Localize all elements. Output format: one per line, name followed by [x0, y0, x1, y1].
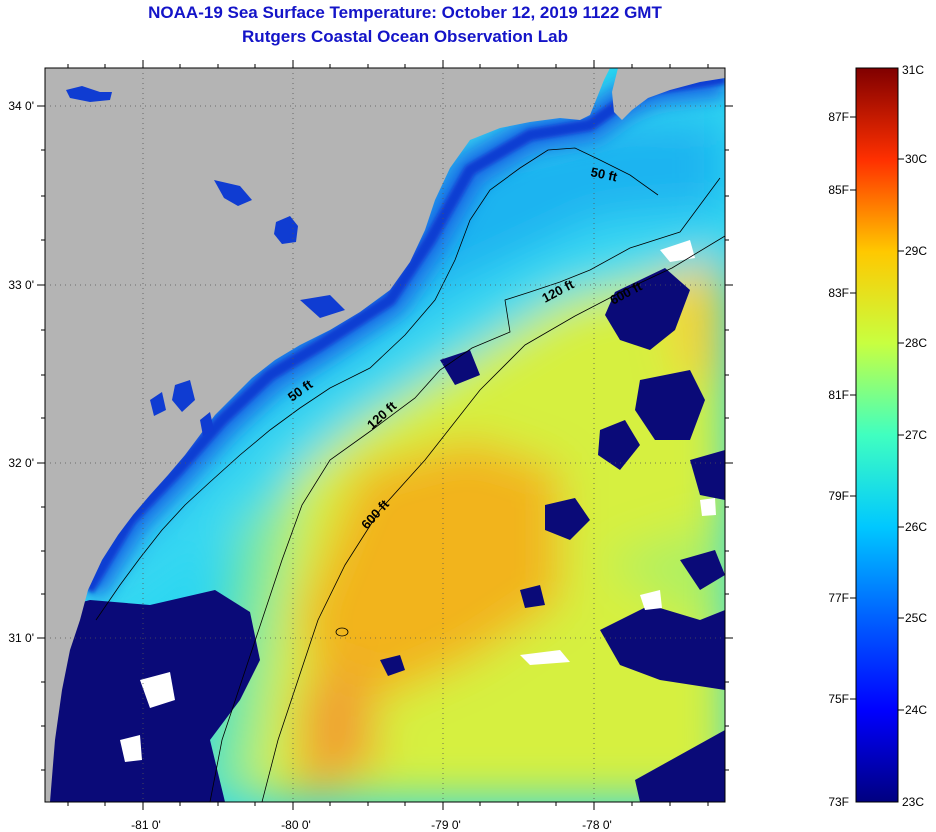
- lon-label-79: -79 0': [431, 818, 461, 832]
- f-label-73: 73F: [828, 795, 849, 809]
- colorbar: 87F 85F 83F 81F 79F 77F 75F 73F 31C 30C …: [828, 63, 927, 809]
- land-mass: [45, 68, 610, 802]
- lat-label-34: 34 0': [8, 99, 34, 113]
- celsius-labels: 31C 30C 29C 28C 27C 26C 25C 24C 23C: [902, 63, 927, 809]
- longitude-labels: -81 0' -80 0' -79 0' -78 0': [131, 818, 612, 832]
- cloud-mask: [45, 268, 725, 802]
- f-label-83: 83F: [828, 286, 849, 300]
- colorbar-scale: [855, 67, 899, 803]
- f-label-75: 75F: [828, 692, 849, 706]
- lon-label-78: -78 0': [582, 818, 612, 832]
- c-label-27: 27C: [905, 428, 927, 442]
- bathymetry-contours: [95, 147, 725, 802]
- lat-label-32: 32 0': [8, 456, 34, 470]
- tick-marks: [37, 60, 733, 810]
- cape-fear-land: [612, 68, 725, 120]
- f-label-87: 87F: [828, 110, 849, 124]
- c-label-23: 23C: [902, 795, 924, 809]
- fahrenheit-labels: 87F 85F 83F 81F 79F 77F 75F 73F: [828, 110, 849, 809]
- map-frame: [44, 67, 726, 803]
- c-label-28: 28C: [905, 336, 927, 350]
- graticule: [45, 68, 725, 802]
- c-label-31: 31C: [902, 63, 924, 77]
- contour-50ft: [95, 147, 659, 621]
- no-data-patches: [120, 240, 716, 762]
- c-label-30: 30C: [905, 152, 927, 166]
- contour-label-50ft-north: 50 ft: [589, 164, 619, 184]
- c-label-29: 29C: [905, 244, 927, 258]
- f-label-85: 85F: [828, 183, 849, 197]
- inland-waters: [66, 86, 345, 436]
- contour-600ft: [261, 235, 725, 802]
- page-title: NOAA-19 Sea Surface Temperature: October…: [148, 3, 662, 22]
- colorbar-ticks: [850, 116, 904, 711]
- lat-label-31: 31 0': [8, 631, 34, 645]
- f-label-77: 77F: [828, 591, 849, 605]
- f-label-81: 81F: [828, 388, 849, 402]
- contour-120ft: [209, 177, 721, 802]
- c-label-24: 24C: [905, 703, 927, 717]
- lon-label-80: -80 0': [281, 818, 311, 832]
- sst-map: [45, 68, 725, 802]
- c-label-25: 25C: [905, 611, 927, 625]
- f-label-79: 79F: [828, 489, 849, 503]
- page-subtitle: Rutgers Coastal Ocean Observation Lab: [242, 27, 568, 46]
- c-label-26: 26C: [905, 520, 927, 534]
- lat-label-33: 33 0': [8, 278, 34, 292]
- lon-label-81: -81 0': [131, 818, 161, 832]
- latitude-labels: 34 0' 33 0' 32 0' 31 0': [8, 99, 34, 645]
